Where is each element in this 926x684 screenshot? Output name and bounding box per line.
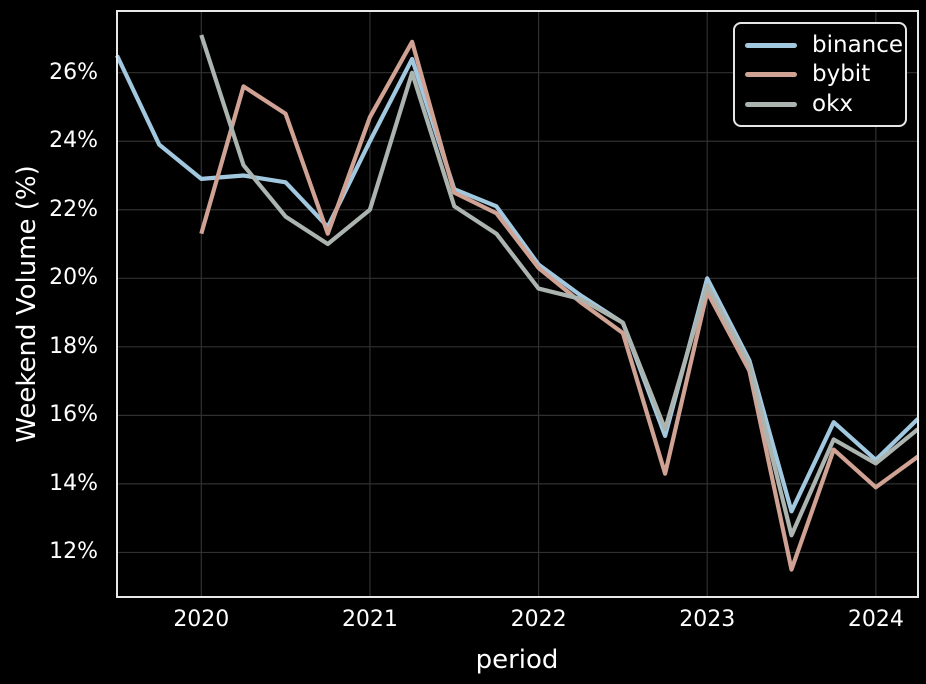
ytick-label-22%: 22% — [49, 196, 98, 222]
legend-label-binance: binance — [812, 31, 904, 58]
plot-border — [116, 10, 919, 598]
x-axis-label: period — [475, 645, 559, 675]
legend-item-binance: binance — [745, 33, 903, 57]
ytick-label-20%: 20% — [49, 265, 98, 291]
legend: binance bybit okx — [733, 22, 907, 127]
series-line-bybit — [199, 39, 920, 572]
legend-item-okx: okx — [745, 90, 895, 117]
xtick-label-2022: 2022 — [510, 607, 567, 632]
ytick-label-26%: 26% — [49, 59, 98, 85]
legend-swatch-binance — [745, 42, 797, 48]
xtick-label-2023: 2023 — [679, 607, 736, 632]
ytick-label-16%: 16% — [49, 402, 98, 428]
legend-swatch-okx — [745, 101, 797, 107]
xtick-label-2024: 2024 — [847, 607, 904, 632]
ytick-label-18%: 18% — [49, 333, 98, 359]
legend-swatch-bybit — [745, 72, 797, 77]
legend-item-bybit: bybit — [745, 63, 895, 86]
legend-label-bybit: bybit — [812, 61, 871, 87]
ytick-label-14%: 14% — [49, 470, 98, 496]
xtick-label-2020: 2020 — [173, 607, 230, 632]
xtick-label-2021: 2021 — [341, 607, 398, 632]
ytick-label-12%: 12% — [49, 539, 98, 565]
series-line-okx — [199, 34, 920, 538]
legend-label-okx: okx — [812, 90, 854, 117]
ytick-label-24%: 24% — [49, 128, 98, 154]
